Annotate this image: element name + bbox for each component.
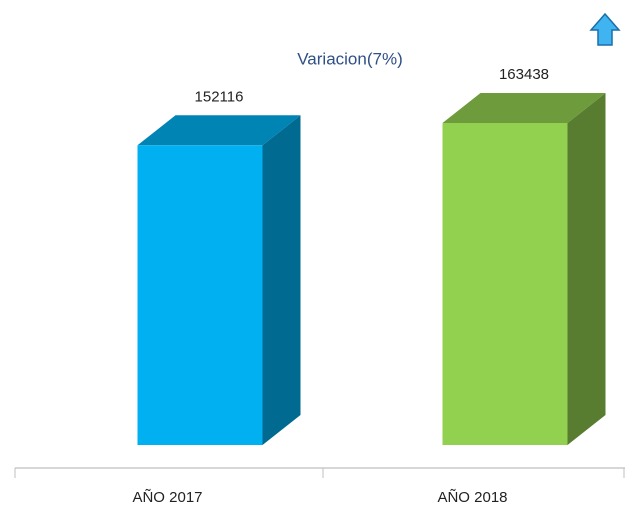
bar-top [442, 93, 606, 123]
up-arrow-icon [589, 12, 621, 46]
bar-side [262, 115, 301, 446]
bar [137, 145, 263, 445]
x-tick-label: AÑO 2018 [437, 489, 507, 506]
x-tick-label: AÑO 2017 [132, 489, 202, 506]
bar [442, 123, 568, 445]
value-label: 152116 [195, 88, 244, 105]
bar-side [567, 93, 606, 445]
bar-top [137, 115, 301, 146]
value-label: 163438 [499, 66, 549, 83]
chart-title: Variacion(7%) [297, 49, 403, 68]
